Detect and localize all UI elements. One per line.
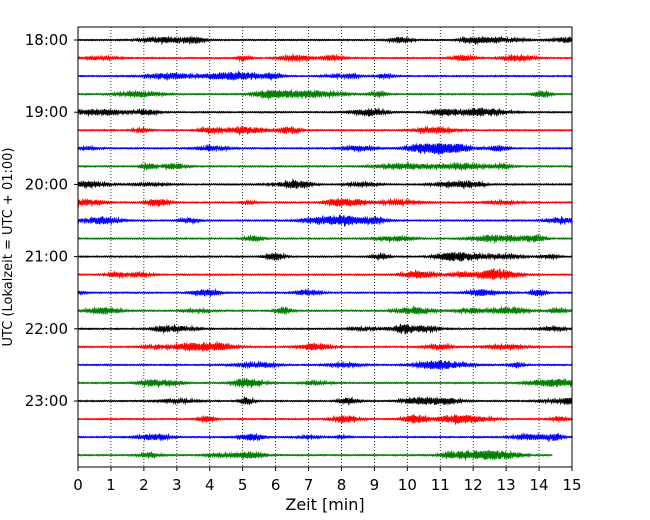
x-tick-label: 1 [106,476,116,494]
trace-row [77,360,573,371]
trace-row [77,160,573,172]
trace-row [77,395,573,407]
trace-row [77,124,573,137]
x-tick-label: 5 [238,476,248,494]
x-tick-label: 6 [271,476,281,494]
trace-row [77,377,573,389]
trace-row [77,340,573,352]
trace-row [77,304,573,316]
y-tick-label: 18:00 [25,31,68,49]
x-tick-label: 9 [370,476,380,494]
trace-row [77,178,573,190]
trace-row [77,233,573,245]
trace-group [77,35,573,461]
x-axis-label: Zeit [min] [285,495,364,514]
x-tick-label: 2 [139,476,149,494]
x-tick-label: 7 [304,476,314,494]
x-tick-label: 3 [172,476,182,494]
trace-row [78,88,573,101]
grid-lines [110,27,540,467]
y-tick-label: 22:00 [25,320,68,338]
y-tick-label: 23:00 [25,392,68,410]
y-axis-label: UTC (Lokalzeit = UTC + 01:00) [1,148,16,347]
x-tick-label: 4 [205,476,215,494]
x-tick-label: 12 [464,476,483,494]
x-tick-label: 13 [497,476,516,494]
trace-row [77,142,573,156]
y-tick-label: 19:00 [25,103,68,121]
trace-row [77,70,573,82]
y-axis: 18:00 19:00 20:00 21:00 22:00 23:00 [25,31,78,410]
trace-row [77,52,573,63]
y-tick-label: 20:00 [25,175,68,193]
x-tick-label: 8 [337,476,347,494]
trace-row [77,448,553,461]
y-tick-label: 21:00 [25,248,68,266]
x-tick-label: 11 [431,476,450,494]
trace-row [77,107,573,118]
trace-row [77,250,573,262]
trace-row [77,197,573,208]
trace-row [77,413,573,426]
trace-row [77,268,573,280]
trace-row [77,35,573,46]
x-tick-label: 15 [562,476,581,494]
x-tick-label: 0 [73,476,83,494]
plot-frame [77,26,573,468]
x-tick-label: 14 [530,476,549,494]
x-axis: 0 1 2 3 4 5 6 7 8 9 10 11 12 13 14 15 [73,467,582,494]
plot-background [78,27,572,467]
trace-row [77,322,573,335]
x-tick-label: 10 [398,476,417,494]
trace-row [77,214,573,228]
trace-row [77,432,573,443]
trace-row [77,288,573,298]
